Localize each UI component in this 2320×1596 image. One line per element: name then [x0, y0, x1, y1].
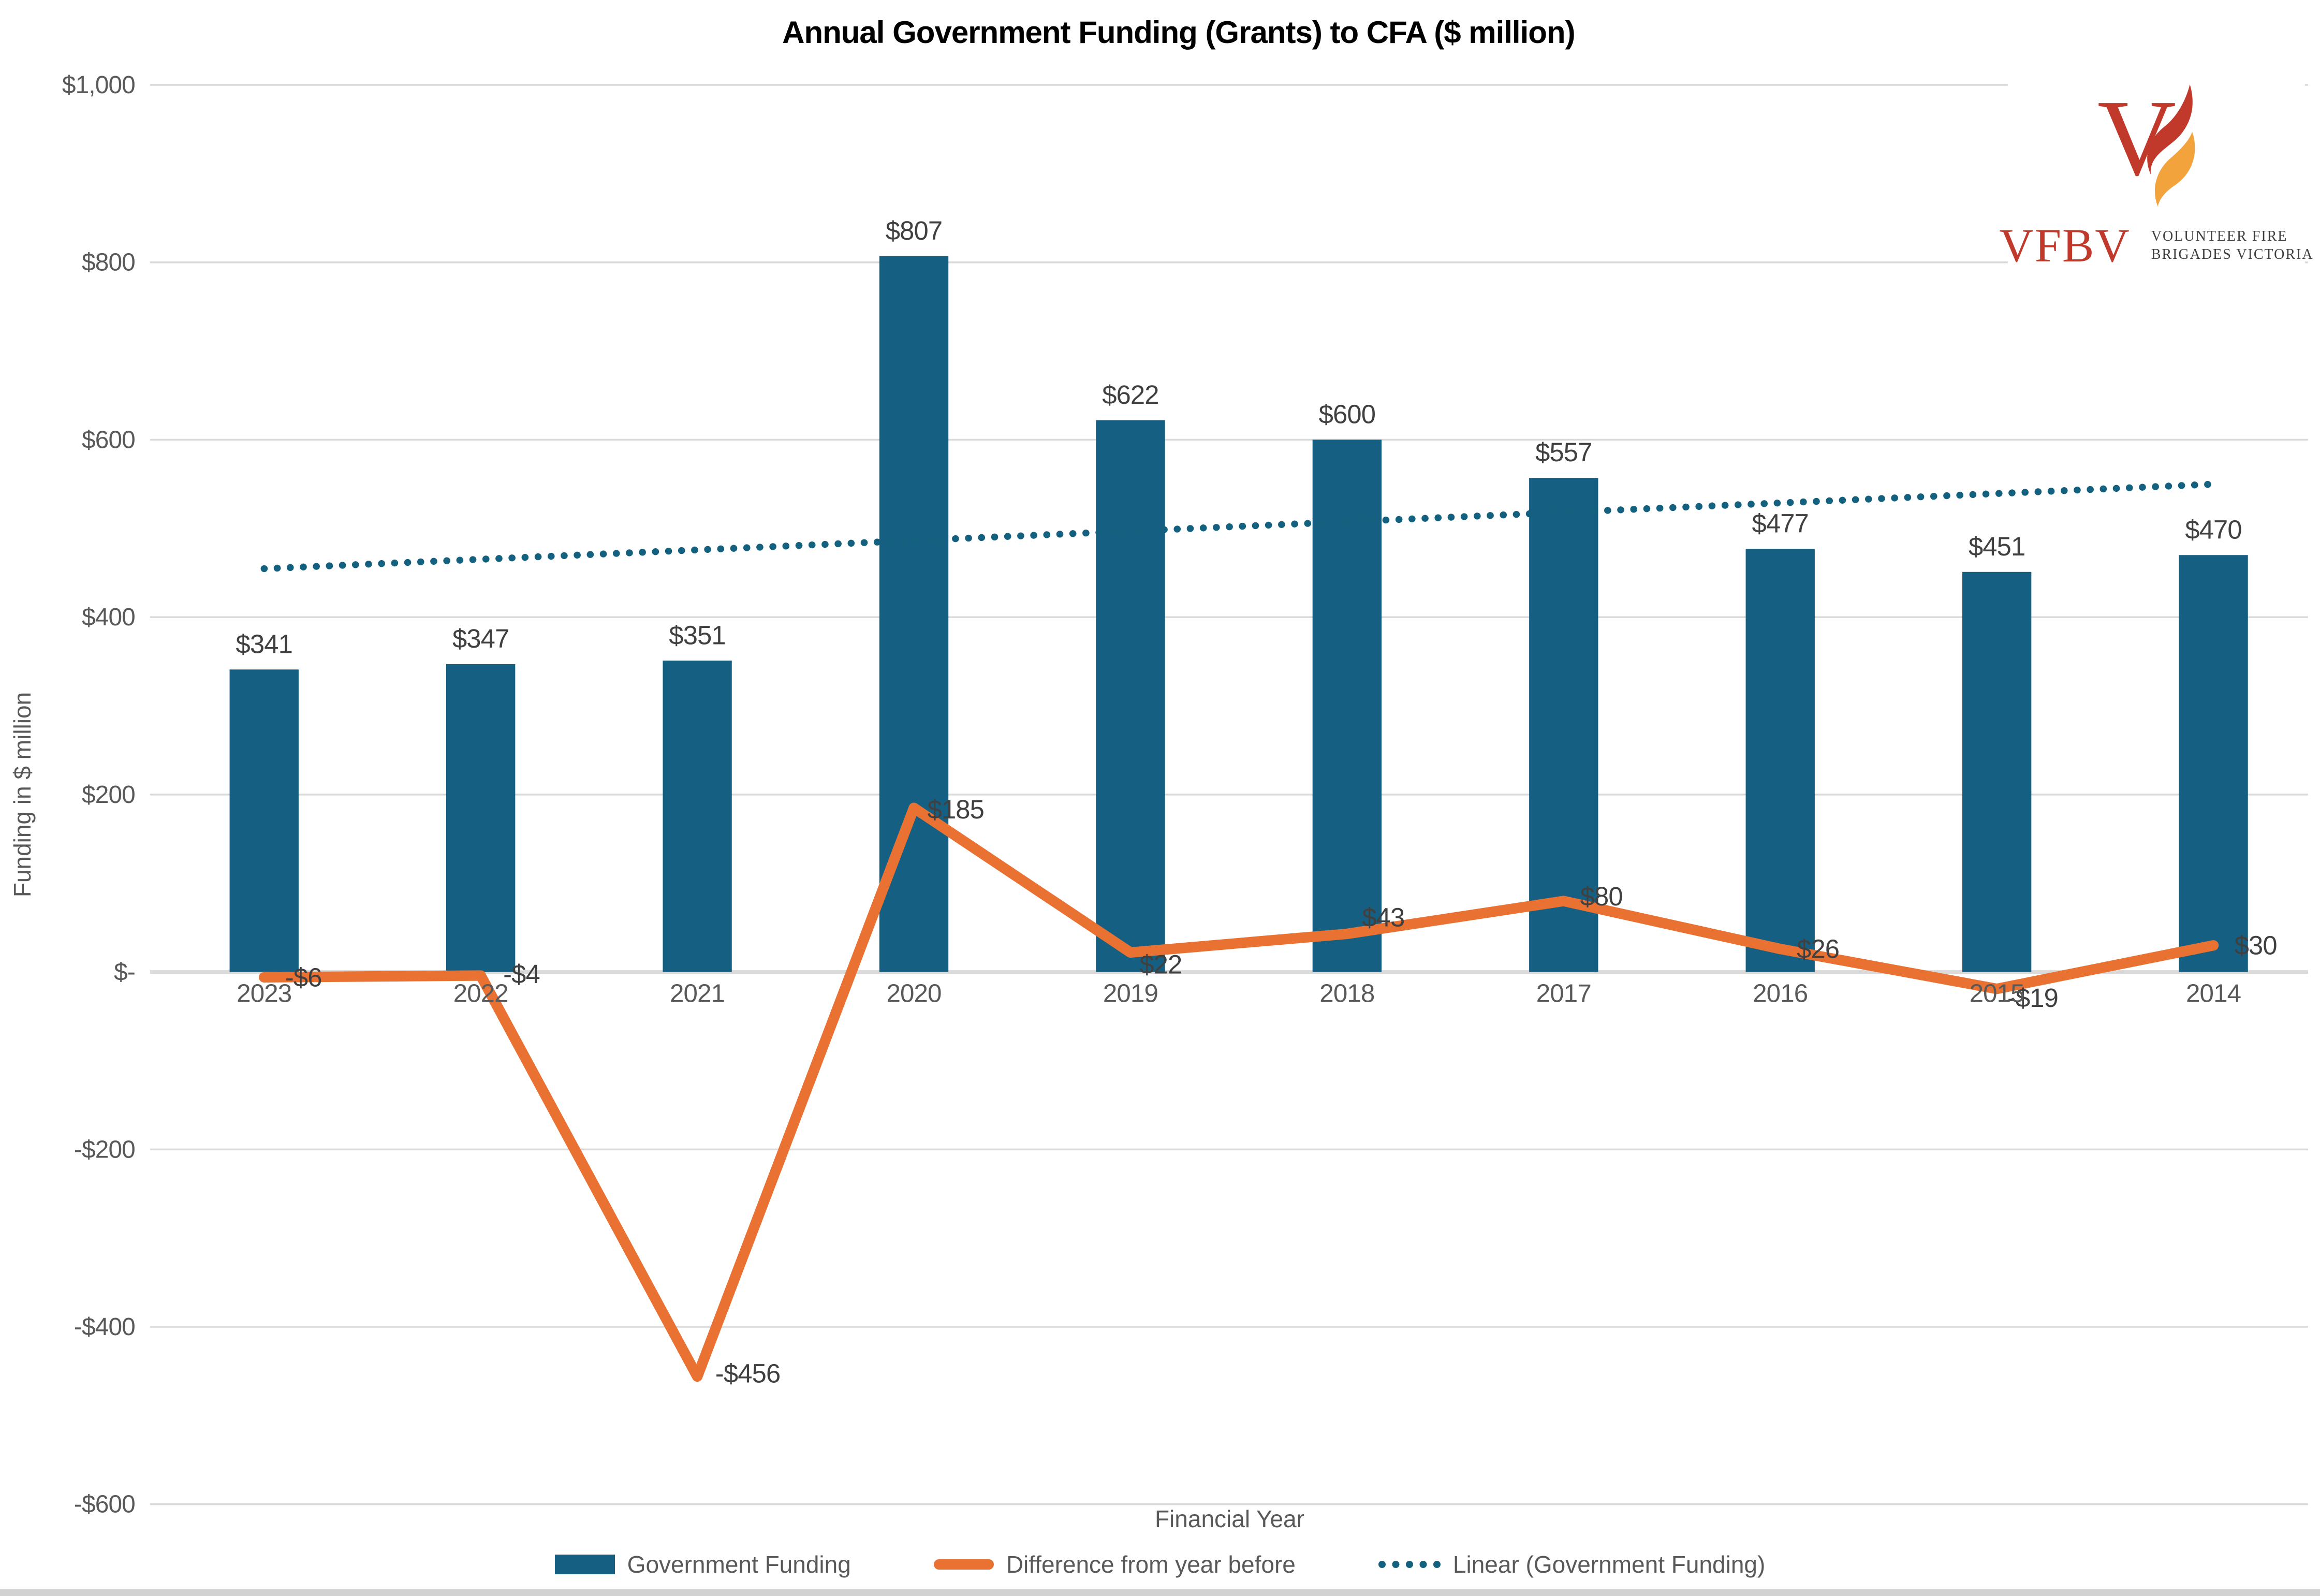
year-label: 2020	[886, 979, 941, 1008]
legend-item-linear-trend: Linear (Government Funding)	[1378, 1550, 1765, 1578]
funding-bar	[1962, 572, 2032, 972]
y-tick-label: -$200	[74, 1136, 135, 1163]
bar-value-label: $557	[1535, 437, 1592, 467]
bar-value-label: $347	[452, 624, 509, 653]
bar-value-label: $622	[1102, 380, 1158, 409]
year-label: 2021	[670, 979, 725, 1008]
vfbv-flame-v-icon: V	[2097, 84, 2195, 207]
year-label: 2023	[237, 979, 291, 1008]
y-tick-label: -$600	[74, 1491, 135, 1518]
bar-value-label: $470	[2185, 515, 2241, 544]
funding-bar	[229, 669, 299, 972]
difference-polyline	[259, 802, 2219, 1382]
legend-label: Difference from year before	[1006, 1551, 1296, 1578]
year-label: 2015	[1970, 979, 2024, 1008]
year-label: 2016	[1753, 979, 1808, 1008]
trendline	[260, 480, 2223, 573]
bar-value-label: $351	[669, 620, 725, 650]
bar-value-label: $451	[1969, 532, 2025, 561]
vfbv-logo: V VFBV VOLUNTEER FIRE BRIGADES VICTORIA	[1999, 81, 2313, 276]
logo-org-name: VOLUNTEER FIRE BRIGADES VICTORIA	[2151, 228, 2314, 262]
funding-bar	[446, 664, 516, 972]
funding-bar	[1529, 478, 1598, 972]
bar-value-label: $807	[886, 216, 942, 245]
legend-item-difference: Difference from year before	[933, 1550, 1296, 1578]
linear-trendline	[260, 480, 2223, 573]
window-bottom-edge	[0, 1589, 2320, 1596]
y-axis-title: Funding in $ million	[8, 692, 36, 898]
bar-series-swatch-icon	[554, 1555, 615, 1575]
funding-bar	[879, 256, 949, 972]
funding-bar	[2179, 555, 2248, 972]
funding-bar	[663, 661, 732, 972]
line-value-label: $30	[2235, 931, 2277, 960]
legend-item-government-funding: Government Funding	[554, 1550, 851, 1578]
y-tick-label: -$400	[74, 1313, 135, 1341]
line-series-swatch-icon	[933, 1559, 994, 1570]
funding-bar	[1745, 549, 1815, 972]
legend-label: Linear (Government Funding)	[1452, 1551, 1766, 1578]
bar-value-label: $477	[1752, 508, 1809, 538]
y-tick-label: $600	[82, 426, 135, 453]
y-tick-label: $200	[82, 781, 135, 809]
line-value-label: -$19	[2007, 983, 2058, 1013]
line-value-label: $22	[1139, 949, 1182, 979]
line-value-label: $80	[1580, 882, 1623, 911]
bar-value-label: $341	[236, 629, 292, 658]
line-value-label: -$6	[285, 962, 322, 992]
x-axis-year-labels: 2023 2022 2021 2020 2019 2018 2017 2016 2015 2014	[237, 979, 2241, 1008]
funding-bar	[1096, 420, 1165, 972]
y-tick-label: $800	[82, 249, 135, 276]
bar-value-label: $600	[1319, 400, 1375, 429]
bar-value-labels: $341 $347 $351 $807 $622 $600 $557 $477 $451 $470	[236, 216, 2242, 659]
y-tick-label: $400	[82, 604, 135, 631]
year-label: 2022	[453, 979, 508, 1008]
dotted-trend-swatch-icon	[1378, 1561, 1441, 1569]
year-label: 2019	[1103, 979, 1158, 1008]
funding-bar	[1312, 440, 1382, 972]
line-value-labels: -$6 -$4 -$456 $185 $22 $43 $80 $26 -$19 $30	[285, 795, 2278, 1388]
year-label: 2017	[1536, 979, 1591, 1008]
line-value-label: $26	[1797, 934, 1839, 963]
y-axis-tick-labels: $1,000 $800 $600 $400 $200 $- -$200 -$400 -$600	[62, 71, 136, 1518]
line-value-label: $185	[928, 795, 984, 824]
line-value-label: $43	[1362, 902, 1404, 932]
line-value-label: -$4	[503, 959, 540, 989]
year-label: 2018	[1319, 979, 1374, 1008]
logo-acronym: VFBV	[1999, 219, 2131, 272]
year-label: 2014	[2186, 979, 2241, 1008]
y-tick-label: $-	[114, 959, 135, 986]
x-axis-title: Financial Year	[1154, 1505, 1304, 1533]
legend-label: Government Funding	[627, 1551, 851, 1578]
chart-title: Annual Government Funding (Grants) to CF…	[782, 14, 1575, 50]
funding-bars	[229, 256, 2248, 972]
legend: Government Funding Difference from year …	[0, 1550, 2320, 1578]
difference-line	[259, 802, 2219, 1382]
y-tick-label: $1,000	[62, 71, 135, 99]
logo-wordmark: VFBV VOLUNTEER FIRE BRIGADES VICTORIA	[1999, 218, 2312, 273]
line-value-label: -$456	[715, 1359, 780, 1388]
